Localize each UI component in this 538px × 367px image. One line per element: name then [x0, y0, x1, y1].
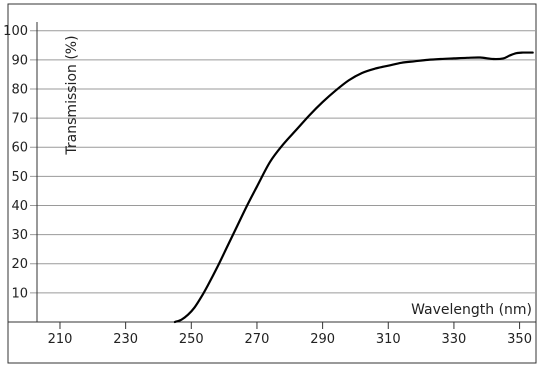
y-tick-label-80: 80	[11, 82, 28, 97]
y-tick-label-20: 20	[11, 257, 28, 272]
plot-frame	[7, 3, 537, 364]
x-tick-label-330: 330	[442, 332, 467, 347]
x-axis-title: Wavelength (nm)	[411, 302, 532, 318]
y-tick-label-90: 90	[11, 53, 28, 68]
gridlines	[30, 30, 536, 294]
transmission-curve-0	[173, 51, 534, 324]
x-tick-label-270: 270	[245, 332, 270, 347]
x-tick-label-310: 310	[376, 332, 401, 347]
x-tick-label-250: 250	[179, 332, 204, 347]
series-group	[173, 51, 534, 324]
y-tick-label-70: 70	[11, 112, 28, 127]
x-tick-label-230: 230	[113, 332, 138, 347]
y-axis-title: Transmission (%)	[64, 35, 80, 155]
x-ticks: 210 230 250 270 290 310 330 350	[48, 322, 532, 347]
x-tick-label-350: 350	[507, 332, 532, 347]
y-ticks: 10 20 30 40 50 60 70 80 90 100	[3, 24, 28, 301]
x-tick-label-290: 290	[310, 332, 335, 347]
y-tick-label-10: 10	[11, 286, 28, 301]
y-tick-label-60: 60	[11, 141, 28, 156]
y-tick-label-40: 40	[11, 199, 28, 214]
x-tick-label-210: 210	[48, 332, 73, 347]
y-tick-label-30: 30	[11, 228, 28, 243]
y-tick-label-100: 100	[3, 24, 28, 39]
y-tick-label-50: 50	[11, 170, 28, 185]
